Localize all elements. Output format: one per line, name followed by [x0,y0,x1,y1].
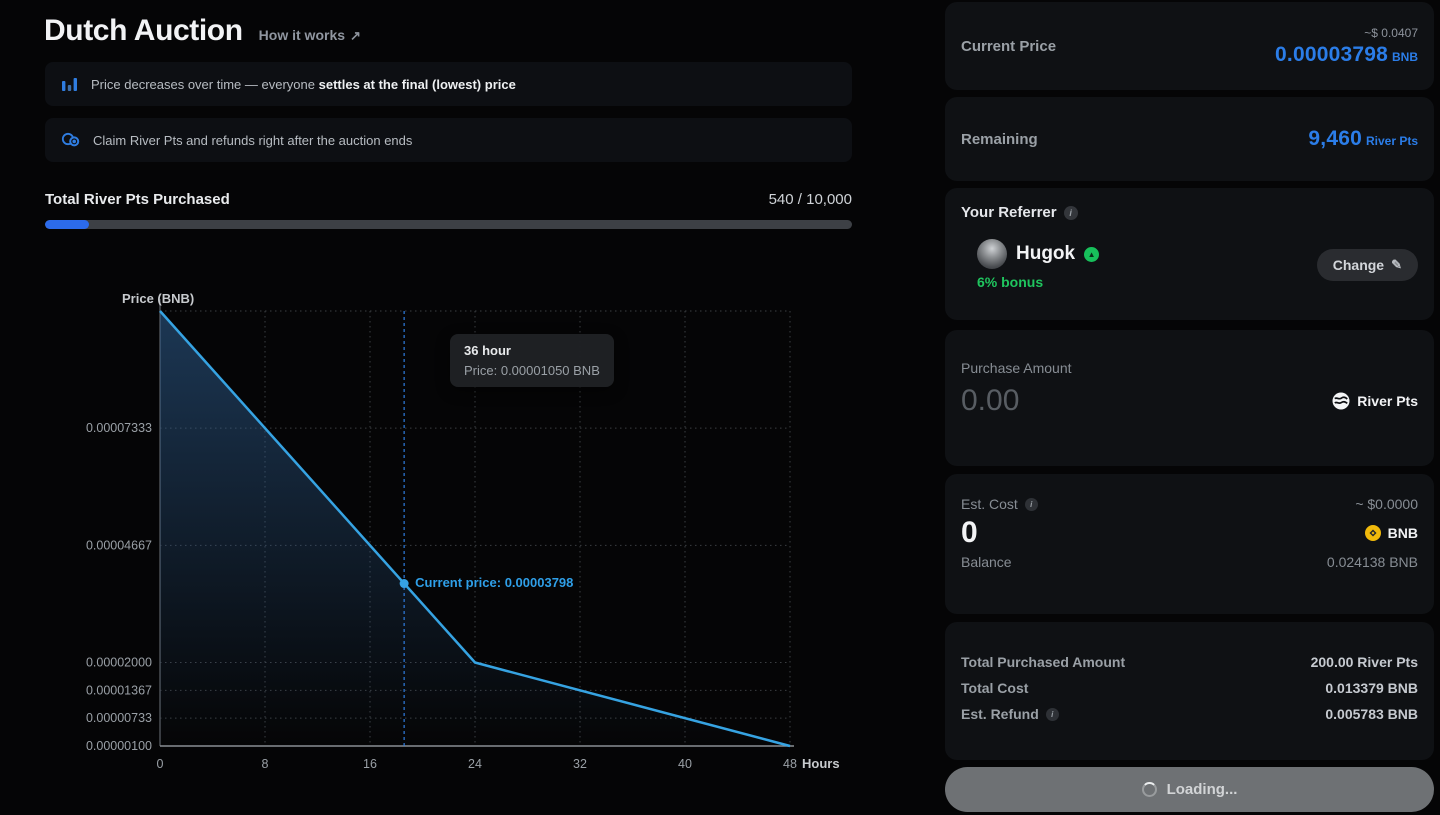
page-title: Dutch Auction [44,14,243,47]
banner-price-decreases: Price decreases over time — everyone set… [45,62,852,106]
banner-text: Price decreases over time — everyone set… [91,76,516,92]
svg-text:0.00002000: 0.00002000 [86,656,152,670]
info-icon[interactable]: i [1024,497,1038,511]
total-purchased-value: 200.00 River Pts [1310,654,1418,670]
bnb-icon [1364,525,1381,541]
purchase-amount-card: Purchase Amount River Pts [945,330,1434,466]
est-cost-value: 0 [961,516,978,549]
est-cost-usd: ~ $0.0000 [1355,496,1418,512]
total-purchased-label: Total Purchased Amount [961,654,1126,670]
referrer-bonus: 6% bonus [977,274,1044,290]
est-refund-value: 0.005783 BNB [1325,706,1418,722]
total-cost-value: 0.013379 BNB [1325,680,1418,696]
total-cost-label: Total Cost [961,680,1029,696]
purchase-progress-header: Total River Pts Purchased 540 / 10,000 [45,191,852,208]
page-header: Dutch Auction How it works ↗ [44,14,361,48]
referrer-avatar [977,239,1007,269]
current-price-title: Current Price [961,37,1057,55]
referrer-name: Hugok [1016,243,1076,264]
current-price-value: 0.00003798 [1275,42,1388,66]
svg-text:0.00007333: 0.00007333 [86,421,152,435]
remaining-title: Remaining [961,130,1038,148]
svg-text:0.00004667: 0.00004667 [86,538,152,552]
purchase-amount-input[interactable] [961,384,1181,418]
balance-label: Balance [961,554,1012,570]
current-price-usd: ~$ 0.0407 [1364,25,1418,40]
price-chart: 0.00007333 0.00004667 0.00002000 0.00001367… [75,288,865,793]
svg-text:Price (BNB): Price (BNB) [122,291,194,306]
svg-text:24: 24 [468,757,482,771]
token-bnb: BNB [1364,525,1418,541]
current-price-label: Current price: 0.00003798 [415,574,574,590]
tooltip-price: Price: 0.00001050 BNB [464,363,600,378]
remaining-value: 9,460 [1308,127,1362,150]
current-price-card: Current Price ~$ 0.0407 0.00003798 BNB [945,2,1434,90]
price-chart-svg[interactable]: 0.00007333 0.00004667 0.00002000 0.00001367… [75,288,865,793]
referrer-boost-icon: ▲ [1084,246,1100,262]
est-cost-label: Est. Cost [961,496,1018,512]
est-refund-label: Est. Refund [961,706,1039,722]
pencil-icon: ✎ [1391,256,1402,272]
token-river-pts: River Pts [1332,392,1418,410]
svg-text:Hours: Hours [802,756,840,771]
remaining-unit: River Pts [1365,134,1418,148]
coins-icon [61,132,81,148]
svg-text:8: 8 [262,757,269,771]
change-label: Change [1332,256,1385,273]
spinner-icon [1141,782,1157,797]
river-pts-label: River Pts [1357,393,1418,409]
loading-label: Loading... [1166,781,1238,798]
svg-text:0.00001367: 0.00001367 [86,683,152,697]
banner-text: Claim River Pts and refunds right after … [93,132,413,148]
summary-row: Total Purchased Amount 200.00 River Pts [961,654,1418,670]
tooltip-hour: 36 hour [464,343,511,358]
referrer-title: Your Referrer [961,204,1057,221]
river-pts-icon [1332,392,1350,410]
svg-text:0.00000733: 0.00000733 [86,711,152,725]
remaining-card: Remaining 9,460 River Pts [945,97,1434,181]
summary-card: Total Purchased Amount 200.00 River Pts … [945,622,1434,760]
svg-text:40: 40 [678,757,692,771]
balance-value: 0.024138 BNB [1326,554,1418,570]
svg-text:48: 48 [783,757,797,771]
external-link-icon: ↗ [350,28,361,43]
referrer-card: Your Referrer i Hugok ▲ 6% bonus Change … [945,188,1434,320]
progress-value: 540 / 10,000 [768,191,852,208]
summary-row: Total Cost 0.013379 BNB [961,680,1418,696]
svg-text:0.00000100: 0.00000100 [86,739,152,753]
svg-text:0: 0 [157,757,164,771]
progress-bar [45,220,852,229]
svg-text:16: 16 [363,757,377,771]
summary-row: Est. Refund i 0.005783 BNB [961,706,1418,722]
purchase-amount-label: Purchase Amount [961,360,1072,376]
svg-text:32: 32 [573,757,587,771]
banner-claim-refunds: Claim River Pts and refunds right after … [45,118,852,162]
how-it-works-label: How it works [258,27,346,43]
progress-label: Total River Pts Purchased [45,191,230,208]
change-referrer-button[interactable]: Change ✎ [1316,248,1418,281]
current-price-unit: BNB [1392,49,1418,64]
progress-fill [45,220,89,229]
info-icon[interactable]: i [1045,707,1059,721]
chart-tooltip: 36 hour Price: 0.00001050 BNB [450,334,614,387]
how-it-works-link[interactable]: How it works ↗ [259,27,361,44]
bnb-label: BNB [1387,525,1418,541]
info-icon[interactable]: i [1063,205,1078,220]
loading-button[interactable]: Loading... [945,767,1434,812]
est-cost-card: Est. Cost i ~ $0.0000 0 BNB Balance 0.02 [945,474,1434,614]
bar-chart-icon [61,76,79,92]
